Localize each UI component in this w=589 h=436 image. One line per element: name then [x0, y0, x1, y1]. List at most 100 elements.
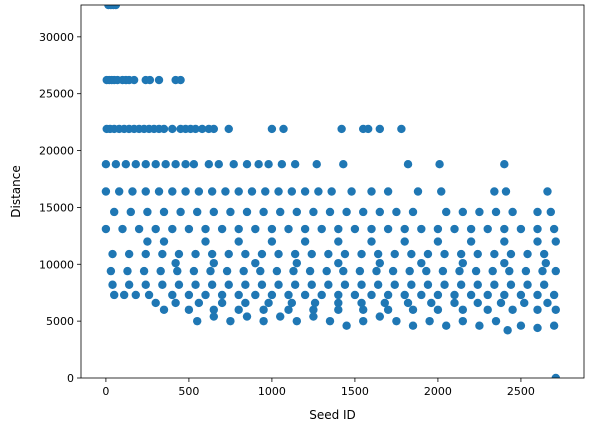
scatter-point	[209, 305, 219, 314]
scatter-point	[234, 305, 243, 314]
scatter-point	[551, 373, 560, 378]
scatter-point	[181, 187, 190, 196]
scatter-point	[279, 124, 288, 134]
scatter-point	[367, 224, 376, 234]
scatter-point	[392, 207, 401, 217]
scatter-point	[488, 266, 497, 276]
scatter-point	[533, 237, 542, 246]
scatter-point	[139, 266, 149, 276]
scatter-point	[267, 237, 277, 246]
scatter-point	[490, 249, 499, 259]
scatter-point	[442, 207, 451, 217]
scatter-point	[151, 224, 160, 234]
scatter-point	[145, 75, 155, 85]
scatter-point	[156, 266, 165, 276]
scatter-point	[327, 187, 336, 196]
scatter-point	[539, 249, 549, 259]
scatter-point	[355, 266, 365, 276]
scatter-point	[437, 187, 446, 196]
scatter-point	[101, 187, 111, 196]
scatter-point	[506, 280, 516, 289]
scatter-point	[259, 305, 268, 314]
scatter-point	[126, 207, 136, 217]
scatter-point	[334, 298, 343, 308]
x-tick-label: 2500	[507, 385, 535, 398]
y-tick-label: 15000	[39, 201, 74, 214]
scatter-point	[475, 207, 484, 217]
scatter-point	[256, 266, 265, 276]
scatter-point	[274, 249, 283, 259]
scatter-point	[168, 187, 177, 196]
scatter-point	[427, 298, 436, 308]
scatter-point	[408, 321, 418, 330]
axes: 0 500 1000 1500 2000 250005000100001500020000…	[39, 4, 585, 398]
scatter-point	[194, 187, 204, 196]
scatter-point	[450, 224, 459, 234]
scatter-point	[189, 160, 199, 169]
scatter-point	[158, 249, 167, 259]
y-tick-label: 10000	[39, 258, 74, 271]
scatter-point	[154, 187, 164, 196]
scatter-point	[450, 290, 459, 300]
scatter-point	[201, 237, 210, 246]
scatter-point	[357, 280, 366, 289]
scatter-point	[101, 224, 111, 234]
scatter-point	[359, 207, 368, 217]
scatter-point	[209, 207, 219, 217]
y-tick-label: 30000	[39, 31, 74, 44]
scatter-point	[347, 187, 356, 196]
scatter-point	[521, 266, 531, 276]
scatter-point	[241, 280, 250, 289]
scatter-point	[121, 160, 131, 169]
scatter-point	[383, 187, 393, 196]
scatter-point	[276, 207, 285, 217]
scatter-point	[433, 305, 443, 314]
scatter-point	[375, 124, 385, 134]
scatter-point	[483, 224, 492, 234]
scatter-point	[508, 305, 517, 314]
scatter-point	[310, 298, 320, 308]
scatter-point	[425, 316, 434, 326]
scatter-point	[101, 160, 111, 169]
scatter-point	[111, 160, 121, 169]
scatter-point	[334, 290, 343, 300]
scatter-point	[234, 237, 243, 246]
scatter-point	[158, 280, 167, 289]
scatter-point	[251, 258, 260, 268]
scatter-point	[334, 258, 343, 268]
scatter-point	[367, 290, 376, 300]
scatter-point	[458, 305, 468, 314]
scatter-point	[417, 224, 426, 234]
scatter-point	[224, 124, 233, 134]
scatter-point	[168, 124, 177, 134]
scatter-point	[173, 266, 182, 276]
scatter-point	[284, 224, 293, 234]
scatter-point	[433, 237, 443, 246]
scatter-point	[110, 290, 119, 300]
scatter-point	[128, 187, 137, 196]
scatter-point	[209, 258, 219, 268]
scatter-point	[114, 187, 124, 196]
scatter-point	[423, 280, 433, 289]
scatter-point	[543, 187, 552, 196]
scatter-point	[407, 280, 416, 289]
y-tick-label: 25000	[39, 88, 74, 101]
scatter-point	[417, 258, 426, 268]
scatter-point	[500, 290, 509, 300]
scatter-point	[339, 266, 348, 276]
scatter-point	[254, 160, 263, 169]
scatter-point	[458, 316, 468, 326]
scatter-point	[350, 290, 360, 300]
scatter-point	[108, 249, 117, 259]
scatter-point	[292, 316, 302, 326]
scatter-point	[221, 187, 230, 196]
scatter-point	[242, 160, 252, 169]
scatter-point	[161, 160, 170, 169]
scatter-point	[290, 249, 300, 259]
scatter-point	[551, 237, 560, 246]
scatter-point	[533, 290, 542, 300]
scatter-point	[209, 124, 219, 134]
scatter-point	[334, 305, 343, 314]
scatter-point	[181, 160, 190, 169]
y-tick-label: 20000	[39, 145, 74, 158]
